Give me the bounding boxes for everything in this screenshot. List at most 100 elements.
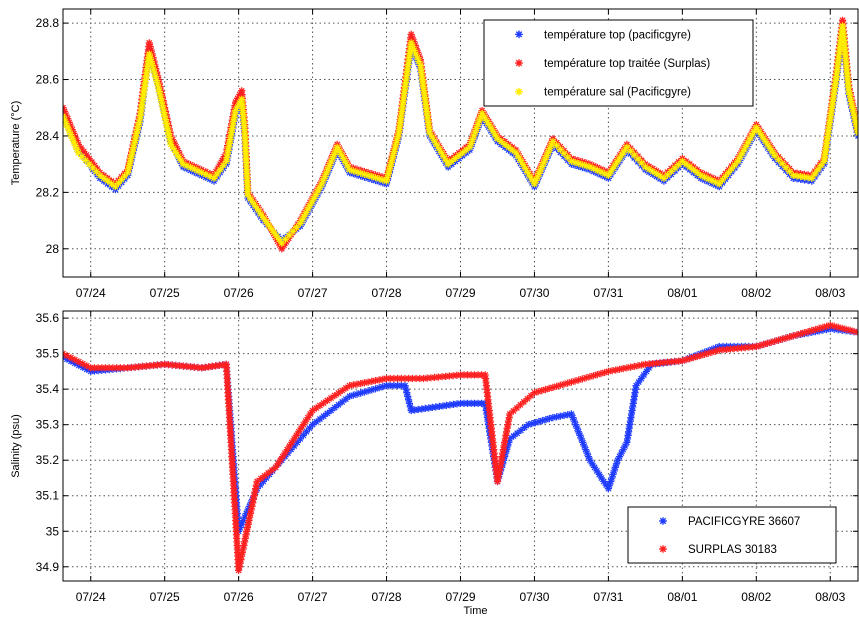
data-point	[302, 428, 310, 436]
data-point	[586, 456, 594, 464]
data-point	[836, 40, 844, 48]
data-point	[232, 98, 240, 106]
data-point	[77, 144, 85, 152]
y-tick-label: 35	[46, 524, 60, 538]
data-point	[541, 155, 549, 163]
data-point	[157, 95, 165, 103]
data-point	[763, 339, 771, 347]
data-point	[619, 365, 627, 373]
data-point	[534, 388, 542, 396]
x-axis-label: Time	[463, 605, 487, 617]
data-point	[235, 566, 243, 574]
data-point	[397, 382, 405, 390]
data-point	[302, 417, 310, 425]
data-point	[619, 446, 627, 454]
data-point	[752, 123, 760, 132]
data-point	[238, 520, 246, 528]
data-point	[278, 453, 287, 461]
data-point	[438, 373, 446, 381]
data-point	[316, 401, 324, 410]
data-point	[520, 398, 528, 406]
data-point	[138, 362, 147, 370]
data-point	[408, 374, 416, 383]
data-point	[744, 138, 752, 147]
data-point	[222, 157, 230, 165]
data-point	[117, 176, 126, 184]
data-point	[734, 157, 742, 165]
data-point	[553, 382, 561, 390]
x-tick-label: 07/24	[76, 590, 106, 604]
data-point	[187, 163, 195, 172]
data-point	[334, 389, 343, 397]
x-tick-label: 07/31	[593, 286, 623, 300]
data-point	[601, 368, 609, 377]
data-point	[545, 415, 553, 423]
data-point	[700, 173, 709, 181]
data-point	[575, 160, 583, 168]
data-point	[253, 477, 261, 486]
data-point	[538, 162, 546, 170]
data-point	[782, 163, 790, 172]
data-point	[582, 162, 590, 170]
data-point	[491, 131, 499, 139]
data-point	[242, 158, 250, 166]
data-point	[404, 392, 412, 400]
data-point	[349, 167, 357, 175]
data-point	[323, 396, 331, 405]
data-point	[388, 155, 396, 163]
data-point	[312, 418, 320, 426]
data-point	[224, 146, 232, 155]
data-point	[80, 147, 88, 156]
data-point	[267, 225, 275, 233]
data-point	[517, 426, 525, 434]
data-point	[268, 466, 276, 474]
legend-marker	[515, 87, 523, 96]
data-point	[697, 351, 705, 359]
legend-label: température sal (Pacificgyre)	[544, 87, 691, 99]
data-point	[630, 151, 638, 159]
data-point	[451, 154, 459, 163]
data-point	[560, 411, 568, 419]
data-point	[764, 141, 772, 149]
data-point	[521, 164, 529, 172]
data-point	[531, 419, 539, 427]
data-point	[771, 337, 779, 345]
data-point	[73, 145, 81, 153]
data-point	[734, 344, 742, 352]
data-point	[612, 460, 621, 468]
data-point	[590, 372, 598, 380]
data-point	[353, 390, 361, 398]
data-point	[124, 169, 132, 177]
data-point	[445, 372, 453, 380]
data-point	[259, 214, 267, 222]
data-point	[238, 87, 246, 95]
data-point	[385, 166, 393, 174]
data-point	[437, 148, 445, 157]
data-point	[127, 154, 135, 162]
data-point	[382, 374, 391, 383]
data-point	[145, 39, 153, 47]
legend-label: SURPLAS 30183	[688, 544, 777, 556]
data-point	[319, 176, 327, 184]
data-point	[569, 414, 577, 422]
data-point	[155, 87, 163, 96]
axes-box	[62, 310, 859, 582]
data-point	[79, 360, 87, 368]
data-point	[364, 171, 372, 179]
data-point	[353, 168, 361, 176]
data-point	[756, 341, 764, 350]
data-point	[131, 363, 139, 371]
data-point	[272, 232, 281, 240]
data-point	[467, 139, 475, 148]
data-point	[745, 343, 753, 351]
data-point	[597, 474, 606, 482]
data-point	[489, 127, 497, 136]
data-point	[164, 361, 172, 369]
data-point	[738, 150, 746, 158]
data-point	[538, 387, 546, 395]
data-point	[236, 559, 244, 567]
data-point	[638, 159, 646, 167]
data-point	[109, 364, 117, 372]
data-point	[530, 389, 539, 397]
data-point	[238, 95, 246, 103]
